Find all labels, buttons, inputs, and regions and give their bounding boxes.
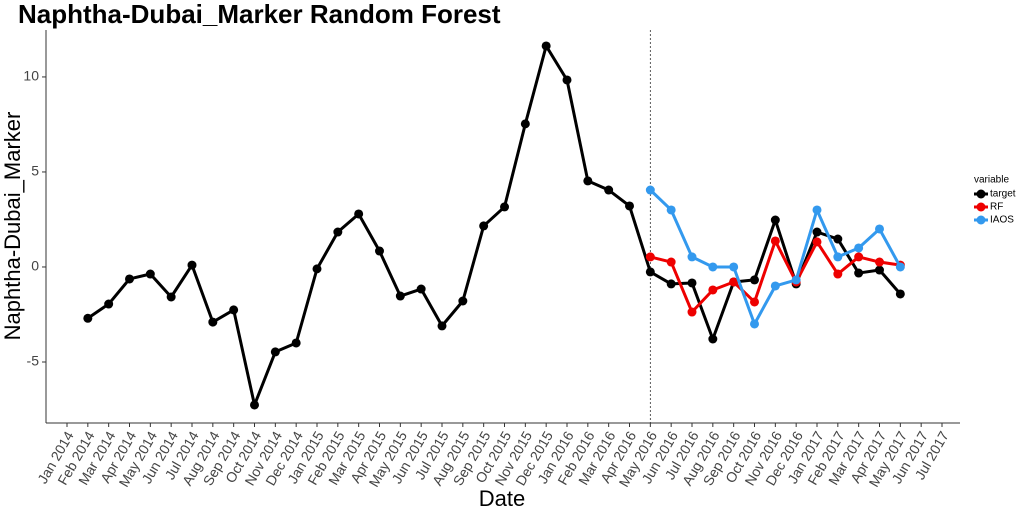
point bbox=[833, 234, 843, 244]
point bbox=[812, 237, 822, 247]
point bbox=[583, 176, 593, 186]
point bbox=[770, 281, 780, 291]
point bbox=[729, 262, 739, 272]
point bbox=[854, 243, 864, 253]
point bbox=[437, 321, 447, 331]
point bbox=[666, 257, 676, 267]
point bbox=[270, 347, 280, 357]
point bbox=[604, 185, 614, 195]
point bbox=[83, 313, 93, 323]
point bbox=[875, 265, 884, 275]
point bbox=[416, 284, 426, 294]
legend-title: variable bbox=[974, 175, 1009, 186]
point bbox=[666, 205, 676, 215]
point bbox=[479, 221, 489, 231]
point bbox=[770, 215, 780, 225]
point bbox=[875, 257, 884, 267]
point bbox=[895, 289, 905, 299]
point bbox=[895, 262, 905, 272]
point bbox=[687, 307, 697, 317]
point bbox=[500, 202, 509, 212]
point bbox=[645, 267, 655, 277]
point bbox=[729, 277, 739, 287]
point bbox=[125, 274, 134, 284]
point bbox=[312, 264, 322, 274]
series-line bbox=[86, 44, 902, 407]
point bbox=[666, 279, 676, 289]
point bbox=[854, 268, 864, 278]
legend-label: RF bbox=[990, 202, 1003, 213]
y-tick-label: 0 bbox=[31, 258, 39, 274]
point bbox=[812, 227, 822, 237]
y-axis-label: Naphtha-Dubai_Marker bbox=[0, 112, 25, 341]
point bbox=[250, 400, 259, 410]
point bbox=[520, 119, 530, 129]
point bbox=[458, 296, 468, 306]
chart-title: Naphtha-Dubai_Marker Random Forest bbox=[18, 0, 501, 29]
point bbox=[333, 227, 343, 237]
point bbox=[750, 297, 759, 307]
point bbox=[833, 252, 843, 262]
point bbox=[354, 209, 364, 219]
point bbox=[395, 291, 405, 301]
point bbox=[687, 278, 697, 288]
legend-swatch bbox=[976, 189, 986, 199]
point bbox=[145, 269, 155, 279]
point bbox=[708, 334, 718, 344]
point bbox=[791, 275, 801, 285]
point bbox=[562, 75, 572, 85]
legend-label: IAOS bbox=[990, 215, 1014, 226]
point bbox=[645, 252, 655, 262]
point bbox=[687, 252, 697, 262]
point bbox=[875, 224, 884, 234]
point bbox=[854, 252, 864, 262]
point bbox=[208, 317, 218, 327]
point bbox=[812, 205, 822, 215]
y-tick-label: 10 bbox=[23, 68, 39, 84]
point bbox=[166, 292, 176, 302]
point bbox=[750, 319, 759, 329]
point bbox=[187, 260, 197, 270]
point bbox=[770, 236, 780, 246]
y-tick-label: 5 bbox=[31, 163, 39, 179]
legend-swatch bbox=[976, 215, 986, 225]
legend-swatch bbox=[976, 202, 986, 212]
point bbox=[750, 275, 759, 285]
point bbox=[375, 246, 384, 256]
point bbox=[645, 185, 655, 195]
y-tick-label: -5 bbox=[27, 353, 40, 369]
point bbox=[104, 299, 114, 309]
x-axis-label: Date bbox=[479, 486, 525, 511]
point bbox=[625, 201, 634, 211]
series-line bbox=[649, 239, 901, 314]
point bbox=[833, 269, 843, 279]
legend-label: target bbox=[990, 189, 1016, 200]
point bbox=[291, 338, 301, 348]
point bbox=[541, 41, 551, 51]
point bbox=[229, 305, 239, 315]
point bbox=[708, 285, 718, 295]
point bbox=[708, 262, 718, 272]
